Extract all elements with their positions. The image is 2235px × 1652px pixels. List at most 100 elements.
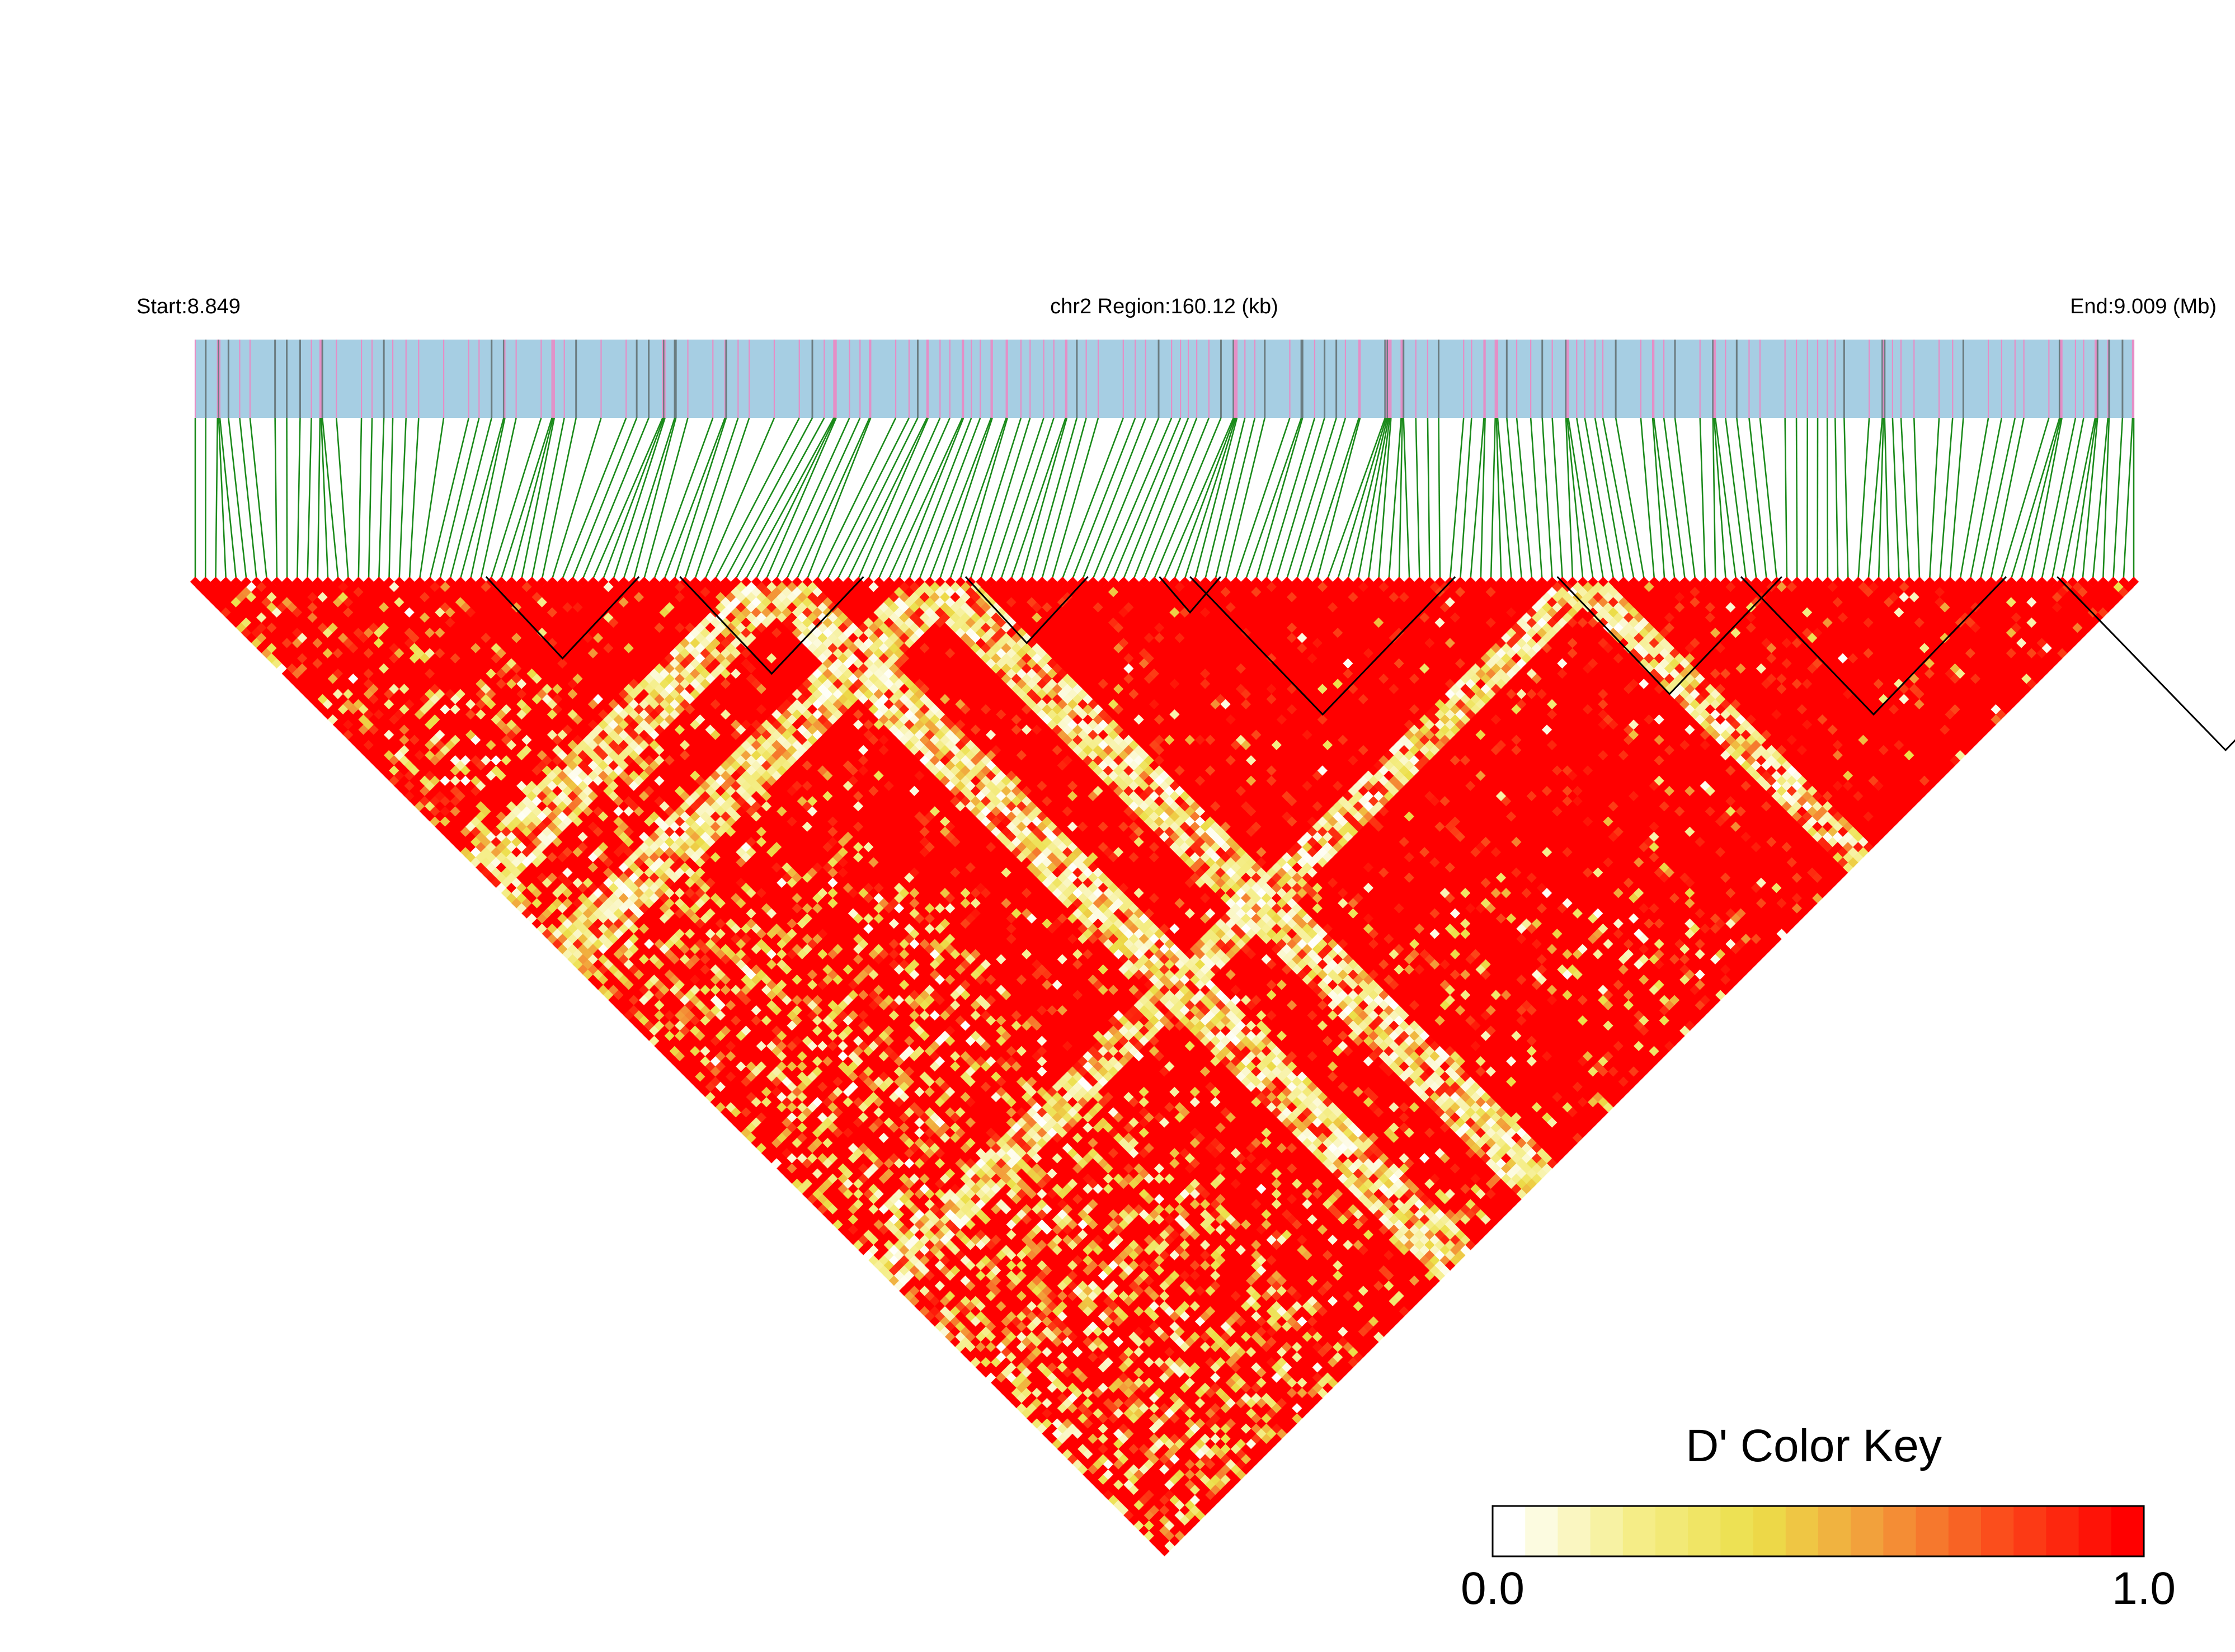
ld-cell bbox=[812, 1178, 823, 1189]
end-label: End:9.009 (Mb) bbox=[2070, 295, 2217, 318]
snp-connector-line bbox=[1712, 417, 1716, 579]
snp-connector-line bbox=[1795, 417, 1798, 579]
ld-cell bbox=[919, 1306, 930, 1317]
ld-cell bbox=[1072, 1459, 1083, 1470]
snp-connector-line bbox=[929, 417, 992, 579]
ld-cell bbox=[348, 714, 359, 725]
snp-connector-line bbox=[2092, 417, 2109, 579]
ld-cell bbox=[822, 1188, 834, 1199]
ld-cell bbox=[1118, 1505, 1130, 1516]
ld-cell bbox=[1006, 1382, 1017, 1394]
ld-cell bbox=[256, 632, 267, 643]
snp-connector-line bbox=[2000, 417, 2050, 579]
ld-cell bbox=[1016, 1372, 1027, 1383]
ld-cell bbox=[827, 1193, 839, 1204]
ld-cell bbox=[1113, 1489, 1124, 1500]
snp-connector-line bbox=[603, 417, 665, 579]
snp-connector-line bbox=[2031, 417, 2063, 579]
snp-connector-line bbox=[1072, 417, 1136, 579]
snp-connector-line bbox=[755, 417, 836, 579]
ld-cell bbox=[822, 1209, 834, 1220]
ld-cell bbox=[424, 811, 435, 822]
snp-connector-line bbox=[1541, 417, 1553, 579]
ld-cell bbox=[782, 1158, 793, 1169]
ld-cell bbox=[1118, 1474, 1130, 1485]
ld-cell bbox=[271, 617, 283, 628]
snp-connector-line bbox=[274, 417, 278, 579]
ld-cell bbox=[1021, 1387, 1032, 1399]
ld-cell bbox=[965, 1352, 976, 1363]
snp-connector-line bbox=[449, 417, 493, 579]
ld-cell bbox=[898, 1265, 910, 1276]
snp-connector-line bbox=[1347, 417, 1389, 579]
snp-connector-line bbox=[786, 417, 861, 579]
snp-connector-line bbox=[1225, 417, 1266, 579]
snp-connector-line bbox=[776, 417, 850, 579]
ld-cell bbox=[827, 1204, 839, 1215]
snp-connector-line bbox=[239, 417, 257, 579]
ld-cell bbox=[537, 913, 548, 924]
snp-connector-line bbox=[990, 417, 1044, 579]
snp-connector-line bbox=[552, 417, 602, 579]
snp-connector-line bbox=[1867, 417, 1883, 579]
snp-connector-line bbox=[725, 417, 813, 579]
snp-connector-line bbox=[817, 417, 897, 579]
snp-connector-line bbox=[1714, 417, 1737, 579]
snp-connector-line bbox=[1000, 417, 1055, 579]
ld-cell bbox=[1159, 1525, 1170, 1536]
snp-connector-line bbox=[562, 417, 627, 579]
ld-cell bbox=[817, 1183, 829, 1194]
ld-cell bbox=[266, 632, 277, 643]
snp-connector-line bbox=[1843, 417, 1849, 579]
ld-cell bbox=[1011, 1367, 1022, 1378]
ld-cell bbox=[746, 1102, 757, 1113]
snp-connector-line bbox=[2112, 417, 2124, 579]
ld-cell bbox=[445, 811, 456, 822]
ld-cell bbox=[241, 627, 252, 638]
snp-connector-line bbox=[1506, 417, 1523, 579]
snp-connector-line bbox=[1674, 417, 1696, 579]
snp-connector-line bbox=[868, 417, 941, 579]
snp-connector-line bbox=[1884, 417, 1890, 579]
snp-connector-line bbox=[2082, 417, 2098, 579]
ld-cell bbox=[986, 1362, 996, 1373]
ld-cell bbox=[878, 1265, 890, 1276]
ld-cell bbox=[373, 719, 384, 730]
ld-cell bbox=[955, 1342, 966, 1353]
ld-cell bbox=[975, 1352, 986, 1363]
ld-cell bbox=[827, 1214, 839, 1225]
snp-connector-line bbox=[459, 417, 505, 579]
ld-cell bbox=[348, 724, 359, 735]
ld-cell bbox=[914, 1291, 925, 1302]
snp-connector-line bbox=[643, 417, 689, 579]
snp-connector-line bbox=[1154, 417, 1222, 579]
snp-connector-line bbox=[470, 417, 506, 579]
ld-cell bbox=[919, 1285, 930, 1296]
ld-cell bbox=[1072, 1438, 1083, 1449]
ld-cell bbox=[649, 1015, 660, 1026]
ld-cell bbox=[720, 1107, 731, 1118]
snp-connector-line bbox=[1204, 417, 1246, 579]
snp-connector-line bbox=[1265, 417, 1316, 579]
ld-cell bbox=[1159, 1515, 1170, 1526]
ld-cell bbox=[470, 816, 481, 827]
ld-cell bbox=[822, 1198, 834, 1209]
ld-cell bbox=[1021, 1377, 1032, 1389]
ld-cell bbox=[888, 1255, 900, 1266]
snp-connector-line bbox=[1497, 417, 1512, 579]
region-label: chr2 Region:160.12 (kb) bbox=[1050, 295, 1278, 318]
snp-connector-line bbox=[1061, 417, 1124, 579]
snp-connector-line bbox=[888, 417, 963, 579]
ld-cell bbox=[1103, 1489, 1114, 1500]
ld-cell bbox=[368, 724, 379, 735]
snp-connector-line bbox=[541, 417, 577, 579]
ld-cell bbox=[1108, 1494, 1119, 1505]
snp-connector-line bbox=[1949, 417, 1964, 579]
ld-cell bbox=[332, 719, 344, 730]
ld-cell bbox=[924, 1291, 935, 1302]
ld-cell bbox=[460, 826, 471, 837]
snp-connector-line bbox=[1857, 417, 1870, 579]
ld-cell bbox=[1006, 1392, 1017, 1404]
snp-connector-line bbox=[633, 417, 677, 579]
snp-connector-line bbox=[398, 417, 407, 579]
